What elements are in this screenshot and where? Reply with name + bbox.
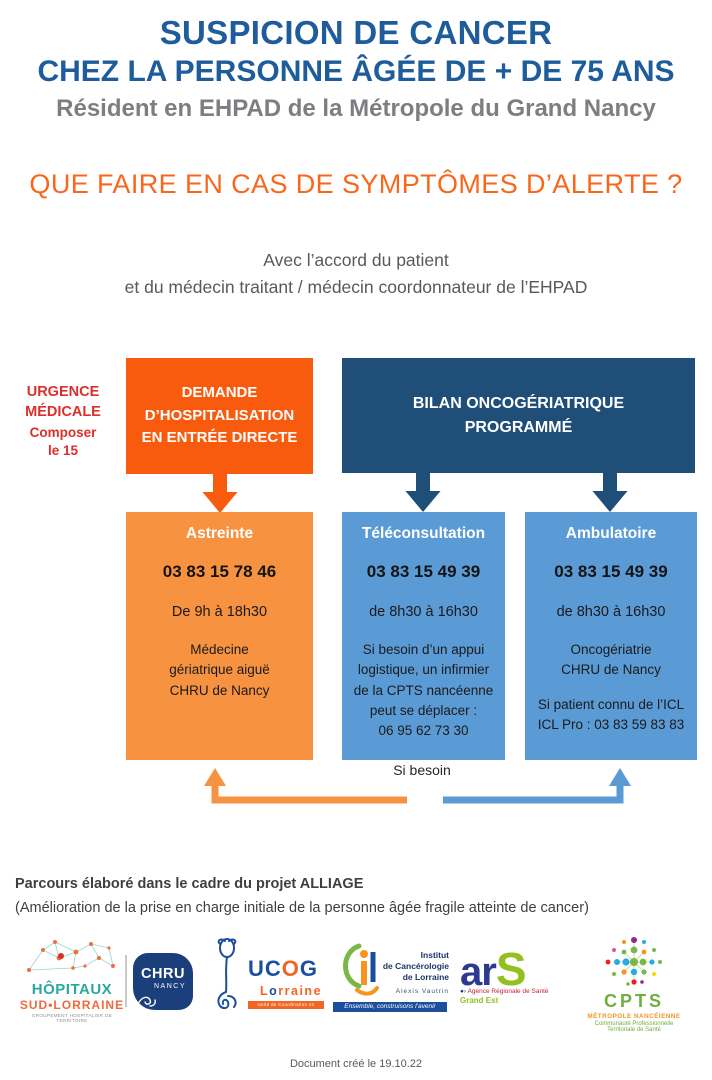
cpts-community-line: Communauté Professionnelle	[594, 1021, 674, 1027]
cpts-dots-icon	[605, 937, 662, 986]
ambulatoire-phone: 03 83 15 49 39	[554, 562, 668, 581]
logo-chru-nancy: CHRU NANCY	[133, 953, 193, 1010]
cpts-name: CPTS	[603, 991, 664, 1011]
chru-city: NANCY	[153, 983, 186, 990]
ucog-region-o: o	[269, 984, 279, 998]
astreinte-title: Astreinte	[185, 525, 254, 542]
ambulatoire-hours: de 8h30 à 16h30	[556, 604, 666, 620]
ars-region: Grand Est	[460, 996, 499, 1005]
ars-ar: ar	[460, 950, 497, 994]
ucog-name-g: G	[299, 956, 319, 981]
teleconsultation-info: Si besoin d’un appui logistique, un infi…	[353, 642, 494, 738]
project-paren-line: (Amélioration de la prise en charge init…	[15, 900, 589, 916]
page-subtitle: Résident en EHPAD de la Métropole du Gra…	[56, 95, 656, 122]
return-arrow-blue-icon	[443, 768, 631, 804]
down-arrow-icon	[405, 473, 441, 512]
ucog-name-o: O	[281, 956, 300, 981]
ars-agency-text: Agence Régionale de Santé	[467, 988, 549, 995]
teleconsultation-title: Téléconsultation	[361, 525, 486, 542]
logo-ars-grand-est: arS ●› Agence Régionale de Santé Grand E…	[460, 946, 560, 1005]
logo-ucog-lorraine: UCOG Lorraine Unité de Coordination en O…	[212, 938, 324, 1017]
cpts-metropole-line: MÉTROPOLE NANCÉIENNE	[587, 1013, 681, 1020]
hopitaux-tagline: GROUPEMENT HOSPITALIER DE TERRITOIRE	[31, 1013, 113, 1023]
ucog-name-uc: UC	[248, 956, 282, 981]
logo-divider	[125, 955, 127, 1007]
hopitaux-region: SUD•LORRAINE	[19, 998, 125, 1012]
return-arrows	[204, 768, 631, 804]
ars-agency-line: ●› Agence Régionale de Santé	[460, 988, 560, 995]
icl-name: Institut de Cancérologie de Lorraine	[382, 950, 449, 983]
thistle-icon	[217, 938, 237, 1010]
astreinte-hours: De 9h à 18h30	[171, 604, 268, 620]
ambulatoire-info: Oncogériatrie CHRU de Nancy	[561, 642, 661, 678]
teleconsultation-column: Téléconsultation 03 83 15 49 39 de 8h30 …	[342, 512, 505, 760]
cpts-territorial-line: Territoriale de Santé	[607, 1027, 661, 1033]
document-created-date: Document créé le 19.10.22	[289, 1058, 423, 1070]
direct-admission-label: DEMANDE D’HOSPITALISATION EN ENTRÉE DIRE…	[141, 384, 298, 447]
accord-line2: et du médecin traitant / médecin coordon…	[124, 277, 588, 297]
urgence-medicale-note: URGENCE MÉDICALE Composer le 15	[6, 383, 120, 461]
project-line: Parcours élaboré dans le cadre du projet…	[15, 876, 364, 892]
si-besoin-label: Si besoin	[393, 762, 451, 778]
hopitaux-name: HÔPITAUX	[31, 981, 113, 998]
astreinte-info: Médecine gériatrique aiguë CHRU de Nancy	[169, 642, 270, 698]
astreinte-phone: 03 83 15 78 46	[162, 562, 277, 581]
ars-s: S	[495, 943, 527, 995]
logo-icl: Institut de Cancérologie de Lorraine Ale…	[333, 942, 449, 1012]
oncogeriatric-assessment-label: BILAN ONCOGÉRIATRIQUE PROGRAMMÉ	[412, 394, 625, 436]
ars-wordmark: arS	[460, 946, 560, 992]
astreinte-column: Astreinte 03 83 15 78 46 De 9h à 18h30 M…	[126, 512, 313, 760]
logo-cpts: CPTS MÉTROPOLE NANCÉIENNE Communauté Pro…	[584, 936, 684, 1033]
urgence-title: URGENCE MÉDICALE	[25, 384, 101, 420]
logo-hopitaux-sud-lorraine: HÔPITAUX SUD•LORRAINE GROUPEMENT HOSPITA…	[18, 936, 126, 1023]
page-title-line2: CHEZ LA PERSONNE ÂGÉE DE + DE 75 ANS	[37, 55, 675, 88]
teleconsultation-hours: de 8h30 à 16h30	[369, 604, 478, 620]
ucog-region-rest: rraine	[278, 984, 323, 998]
constellation-icon	[27, 940, 115, 972]
icl-glyph-icon	[343, 943, 379, 996]
ambulatoire-icl-info: Si patient connu de l’ICL ICL Pro : 03 8…	[537, 696, 685, 732]
icl-subname: Alexis Vautrin	[395, 988, 449, 995]
down-arrow-icon	[202, 474, 238, 513]
oncogeriatric-assessment-box: BILAN ONCOGÉRIATRIQUE PROGRAMMÉ	[342, 358, 695, 473]
ucog-region-l: L	[260, 984, 270, 998]
direct-admission-box: DEMANDE D’HOSPITALISATION EN ENTRÉE DIRE…	[126, 358, 313, 474]
return-arrow-orange-icon	[204, 768, 407, 804]
ucog-name: UCOG	[248, 956, 318, 982]
ambulatoire-title: Ambulatoire	[565, 525, 657, 542]
down-arrow-icon	[592, 473, 628, 512]
page-title-line1: SUSPICION DE CANCER	[159, 14, 553, 51]
urgence-subtitle: Composer le 15	[29, 425, 97, 459]
teleconsultation-phone: 03 83 15 49 39	[366, 562, 481, 581]
accord-line1: Avec l’accord du patient	[263, 250, 449, 270]
chru-name: CHRU	[141, 966, 185, 982]
ucog-region: Lorraine	[260, 984, 322, 998]
ars-flag-icon: ●›	[460, 988, 467, 995]
ambulatoire-column: Ambulatoire 03 83 15 49 39 de 8h30 à 16h…	[525, 512, 697, 760]
question-heading: QUE FAIRE EN CAS DE SYMPTÔMES D’ALERTE ?	[29, 169, 683, 199]
ucog-bar-text: Unité de Coordination en Oncogériatrie	[248, 1001, 324, 1015]
chru-flourish-icon	[137, 996, 156, 1007]
icl-banner: Ensemble, construisons l’avenir	[333, 1002, 447, 1012]
